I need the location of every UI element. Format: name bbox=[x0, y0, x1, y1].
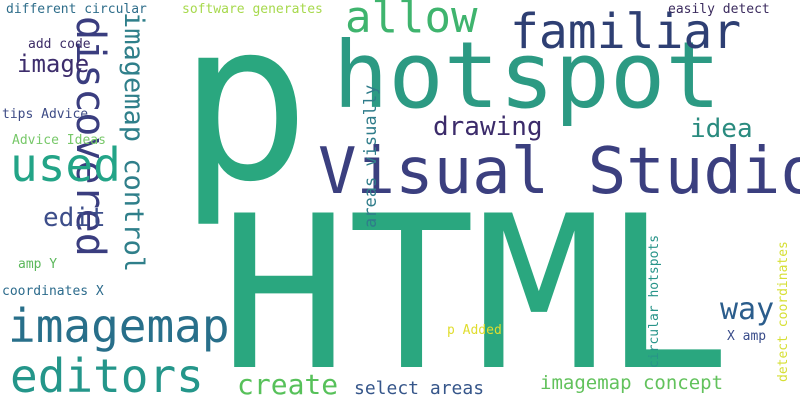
word-p-added: p Added bbox=[447, 323, 502, 338]
word-editors: editors bbox=[10, 349, 204, 400]
word-imagemap: imagemap bbox=[8, 299, 230, 353]
word-tips-advice: tips Advice bbox=[2, 107, 89, 122]
word-visual-studio: Visual Studio bbox=[318, 135, 800, 209]
word-detect-coordinates: detect coordinates bbox=[776, 241, 791, 382]
word-amp-y: amp Y bbox=[18, 257, 58, 272]
word-p: p bbox=[178, 0, 311, 230]
word-used: used bbox=[10, 138, 121, 192]
word-x-amp: X amp bbox=[727, 329, 767, 344]
word-way: way bbox=[720, 292, 775, 327]
word-different-circular: different circular bbox=[6, 2, 147, 17]
word-select-areas: select areas bbox=[354, 378, 485, 399]
word-image: image bbox=[17, 50, 90, 78]
word-areas-visually: areas visually bbox=[361, 84, 381, 228]
word-circular-hotspots: circular hotspots bbox=[647, 234, 662, 368]
word-imagemap-concept: imagemap concept bbox=[540, 372, 724, 394]
word-edit: edit bbox=[43, 203, 106, 233]
word-create: create bbox=[237, 368, 339, 400]
word-easily-detect: easily detect bbox=[668, 2, 770, 17]
word-idea: idea bbox=[690, 114, 753, 144]
word-advice-ideas: Advice Ideas bbox=[12, 133, 106, 148]
word-software-generates: software generates bbox=[182, 2, 323, 17]
word-familiar: familiar bbox=[510, 4, 742, 60]
word-html: HTML bbox=[220, 170, 731, 400]
word-allow: allow bbox=[345, 0, 478, 43]
word-hotspot: hotspot bbox=[333, 22, 721, 129]
word-imagemap-control: imagemap control bbox=[118, 12, 149, 273]
word-coordinates-x: coordinates X bbox=[2, 284, 104, 299]
word-add-code: add code bbox=[28, 37, 91, 52]
word-drawing: drawing bbox=[433, 112, 543, 142]
